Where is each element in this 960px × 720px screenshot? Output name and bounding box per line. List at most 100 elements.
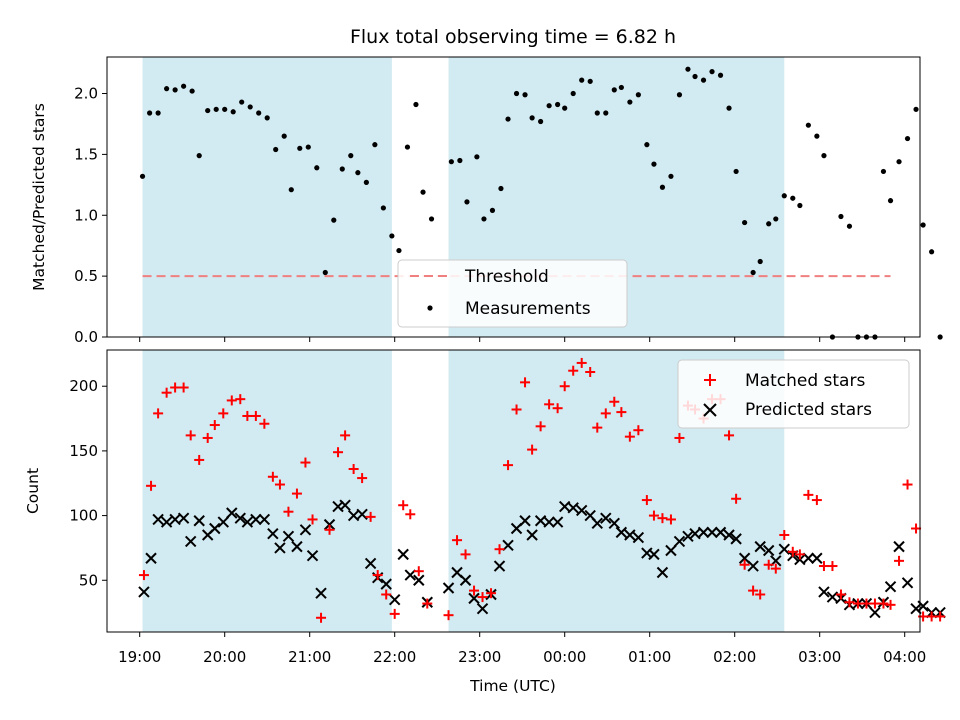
measurement-point (920, 222, 926, 228)
predicted-marker-stroke (451, 566, 463, 579)
predicted-marker-stroke (282, 530, 295, 542)
matched-star-marker (460, 549, 471, 560)
measurement-point (363, 179, 369, 185)
x-tick-label: 01:00 (628, 648, 671, 666)
matched-star-marker (648, 510, 659, 521)
measurement-point (887, 198, 894, 204)
matched-star-marker (259, 418, 270, 429)
measurement-point (189, 88, 195, 94)
predicted-marker-stroke (217, 516, 229, 528)
predicted-marker-stroke (291, 540, 303, 553)
x-tick-label: 00:00 (543, 648, 586, 666)
predicted-star-marker (209, 522, 221, 535)
measurement-point (644, 142, 650, 148)
predicted-star-marker (600, 512, 612, 524)
predicted-marker-stroke (364, 557, 377, 570)
predicted-star-marker (567, 502, 579, 514)
matched-star-marker (209, 420, 220, 431)
predicted-marker-stroke (323, 518, 336, 531)
matched-star-marker (291, 488, 302, 499)
matched-star-marker (389, 608, 400, 619)
predicted-star-marker (404, 569, 416, 581)
measurement-point (659, 184, 666, 190)
predicted-star-marker (299, 524, 312, 536)
measurement-point (692, 73, 698, 80)
predicted-marker-stroke (404, 569, 416, 581)
predicted-star-marker (901, 577, 914, 589)
matched-star-marker (503, 460, 514, 471)
measurement-point (256, 110, 262, 116)
matched-star-marker (568, 365, 579, 376)
matched-star-marker (235, 394, 246, 405)
top-legend-box (397, 259, 628, 328)
measurement-point (913, 106, 919, 112)
predicted-star-marker (869, 606, 881, 619)
measurement-point (814, 133, 820, 139)
matched-star-marker (763, 559, 774, 570)
matched-star-marker (731, 493, 742, 504)
measurement-point (474, 154, 480, 160)
predicted-star-marker (177, 512, 190, 524)
predicted-marker-stroke (811, 552, 823, 564)
measurement-point (717, 72, 724, 78)
predicted-star-marker (723, 529, 735, 541)
predicted-marker-stroke (526, 529, 538, 541)
measurement-point (389, 233, 395, 239)
predicted-marker-stroke (380, 578, 392, 590)
predicted-star-marker (730, 533, 742, 545)
predicted-star-marker (714, 526, 727, 539)
matched-star-marker (600, 408, 611, 419)
predicted-star-marker (615, 526, 628, 539)
matched-star-marker (324, 524, 335, 535)
matched-star-marker (226, 395, 237, 406)
predicted-star-marker (747, 560, 759, 572)
predicted-star-marker (339, 499, 351, 511)
matched-star-marker (794, 549, 805, 560)
matched-star-marker (316, 612, 327, 623)
predicted-star-marker (380, 578, 392, 590)
measurement-point (797, 202, 803, 209)
measurement-point (538, 118, 544, 125)
predicted-marker-stroke (397, 548, 409, 561)
predicted-marker-stroke (250, 513, 262, 526)
predicted-marker-stroke (802, 552, 815, 564)
predicted-star-marker (656, 566, 669, 579)
measurement-point (331, 217, 337, 223)
predicted-star-marker (234, 512, 246, 524)
measurement-point (635, 92, 641, 98)
matched-star-marker (267, 471, 278, 482)
measurement-point (579, 77, 585, 83)
predicted-marker-stroke (332, 500, 344, 513)
measurement-point (522, 92, 528, 98)
measurement-point (489, 207, 496, 213)
legend-measurements-swatch (427, 305, 433, 311)
predicted-marker-stroke (778, 543, 790, 555)
matched-star-marker (452, 535, 463, 546)
matched-star-marker (902, 479, 913, 490)
bottom-axes-frame (106, 349, 921, 633)
predicted-star-markers (138, 499, 946, 619)
predicted-marker-stroke (347, 509, 360, 522)
measurement-point (587, 78, 593, 84)
matched-star-marker (413, 566, 424, 577)
legend-measurements-label: Measurements (465, 299, 591, 319)
bottom-y-tick-label: 50 (79, 571, 98, 589)
measurement-point (413, 101, 419, 108)
matched-star-marker (365, 511, 376, 522)
matched-star-marker (372, 570, 383, 581)
predicted-star-marker (502, 539, 514, 552)
bottom-y-axis-label: Count (24, 468, 42, 514)
x-tick-label: 22:00 (373, 648, 416, 666)
measurement-point (781, 193, 787, 199)
measurement-point (230, 109, 236, 115)
predicted-marker-stroke (901, 577, 914, 589)
predicted-marker-stroke (893, 540, 905, 553)
matched-star-marker (138, 570, 149, 581)
measurement-point (273, 146, 279, 153)
predicted-marker-stroke (648, 548, 660, 561)
measurement-point (603, 110, 609, 116)
x-tick-label: 23:00 (458, 648, 501, 666)
predicted-star-marker (226, 507, 238, 519)
predicted-marker-stroke (169, 513, 181, 526)
measurement-point (322, 269, 328, 276)
